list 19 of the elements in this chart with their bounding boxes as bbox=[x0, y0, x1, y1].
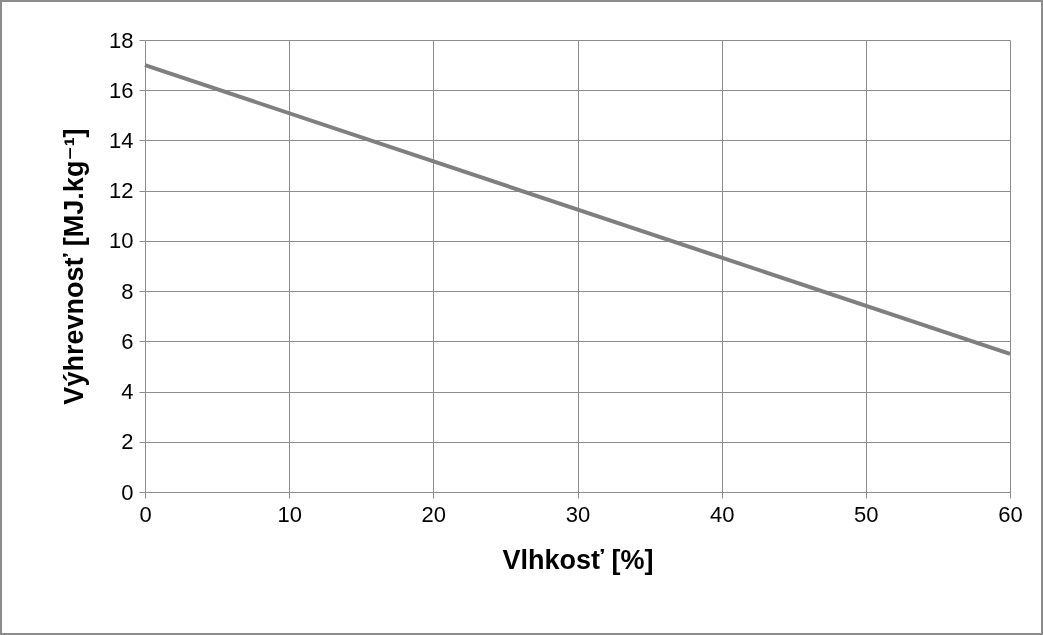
y-tick-label: 8 bbox=[121, 278, 134, 304]
x-tick-label: 20 bbox=[421, 501, 447, 527]
x-tick-label: 60 bbox=[998, 501, 1023, 527]
x-tick-label: 30 bbox=[565, 501, 591, 527]
y-tick-label: 16 bbox=[109, 77, 134, 103]
y-tick-label: 18 bbox=[109, 27, 134, 53]
x-tick-label: 50 bbox=[854, 501, 879, 527]
x-axis-title: Vlhkosť [%] bbox=[502, 544, 654, 575]
y-tick-label: 14 bbox=[109, 127, 134, 153]
y-tick-label: 0 bbox=[121, 479, 134, 505]
y-tick-label: 6 bbox=[121, 328, 134, 354]
y-tick-label: 12 bbox=[109, 178, 134, 204]
x-tick-label: 40 bbox=[709, 501, 735, 527]
y-tick-label: 10 bbox=[109, 228, 134, 254]
y-tick-label: 2 bbox=[121, 429, 134, 455]
y-axis-title: Výhrevnosť [MJ.kg⁻¹] bbox=[59, 128, 90, 405]
x-tick-label: 10 bbox=[277, 501, 302, 527]
y-tick-label: 4 bbox=[121, 379, 134, 405]
x-tick-label: 0 bbox=[139, 501, 152, 527]
